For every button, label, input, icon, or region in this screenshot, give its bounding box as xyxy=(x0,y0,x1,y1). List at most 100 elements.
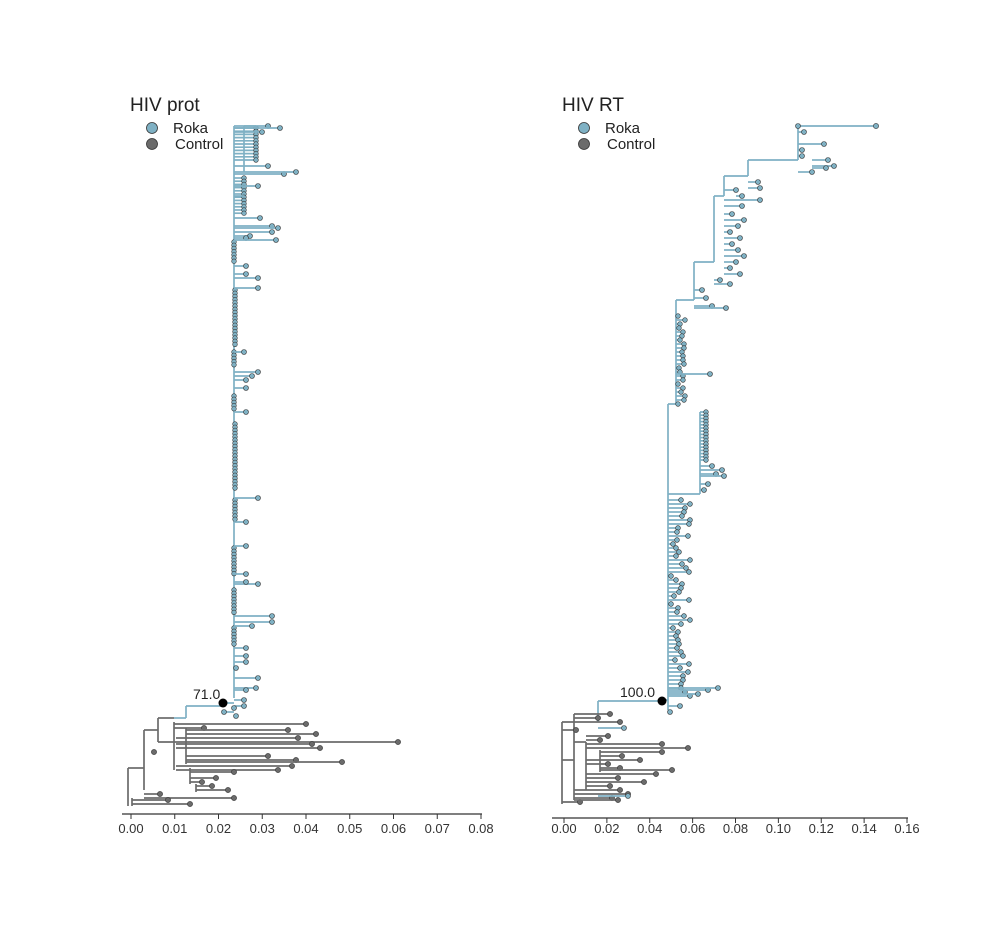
tip-node xyxy=(231,258,237,264)
tip-node xyxy=(269,613,275,619)
panel-title-rt: HIV RT xyxy=(562,95,624,116)
x-tick-label: 0.10 xyxy=(766,821,791,836)
tip-node xyxy=(255,183,261,189)
tip-node xyxy=(705,481,711,487)
tip-node xyxy=(685,745,691,751)
tip-node xyxy=(637,757,643,763)
tip-node xyxy=(735,247,741,253)
x-tick-label: 0.06 xyxy=(680,821,705,836)
tip-node xyxy=(265,753,271,759)
tip-node xyxy=(232,485,238,491)
tip-node xyxy=(735,223,741,229)
tip-node xyxy=(675,401,681,407)
tip-node xyxy=(681,613,687,619)
tip-node xyxy=(253,685,259,691)
tip-node xyxy=(727,229,733,235)
tree-prot xyxy=(127,123,401,807)
tip-node xyxy=(695,691,701,697)
tip-node xyxy=(707,371,713,377)
tip-node xyxy=(674,645,680,651)
tip-node xyxy=(680,377,686,383)
tip-node xyxy=(243,645,249,651)
tip-node xyxy=(285,727,291,733)
legend-swatch-control xyxy=(146,138,158,150)
tip-node xyxy=(685,669,691,675)
legend-prot: Roka Control xyxy=(146,120,223,153)
tip-node xyxy=(243,377,249,383)
tip-node xyxy=(668,573,674,579)
tip-node xyxy=(671,593,677,599)
tip-node xyxy=(199,779,205,785)
tip-node xyxy=(255,285,261,291)
tip-node xyxy=(699,287,705,293)
tip-node xyxy=(243,543,249,549)
tip-node xyxy=(729,241,735,247)
x-axis-rt: 0.00 0.02 0.04 0.06 0.08 0.10 0.12 0.14 0.16 xyxy=(551,817,920,836)
tip-node xyxy=(687,557,693,563)
tip-node xyxy=(831,163,837,169)
legend-label-roka: Roka xyxy=(605,120,641,137)
tip-node xyxy=(615,775,621,781)
tip-node xyxy=(293,169,299,175)
legend-rt: Roka Control xyxy=(578,120,655,153)
tip-node xyxy=(670,541,676,547)
tip-node xyxy=(231,641,237,647)
tip-node xyxy=(232,516,238,522)
x-tick-label: 0.00 xyxy=(551,821,576,836)
tip-node xyxy=(733,259,739,265)
tip-node xyxy=(667,709,673,715)
tip-node xyxy=(255,275,261,281)
tip-node xyxy=(395,739,401,745)
tip-node xyxy=(680,653,686,659)
tip-node xyxy=(701,487,707,493)
x-tick-label: 0.03 xyxy=(250,821,275,836)
tip-node xyxy=(795,123,801,129)
tip-node xyxy=(681,345,687,351)
tip-node xyxy=(729,211,735,217)
tip-node xyxy=(703,457,709,463)
tip-node xyxy=(723,305,729,311)
tip-node xyxy=(670,625,676,631)
legend-swatch-roka xyxy=(578,122,590,134)
tip-node xyxy=(243,653,249,659)
tip-node xyxy=(309,741,315,747)
tip-node xyxy=(677,337,683,343)
support-node-rt xyxy=(657,696,667,706)
tip-node xyxy=(625,793,631,799)
tip-node xyxy=(799,153,805,159)
tip-node xyxy=(249,373,255,379)
tip-node xyxy=(269,229,275,235)
tip-node xyxy=(679,513,685,519)
tip-node xyxy=(709,463,715,469)
tip-node xyxy=(676,325,682,331)
tip-node xyxy=(231,362,237,368)
tip-node xyxy=(241,697,247,703)
tip-node xyxy=(275,767,281,773)
tip-node xyxy=(683,565,689,571)
tip-node xyxy=(243,409,249,415)
x-tick-label: 0.04 xyxy=(293,821,318,836)
tip-node xyxy=(231,769,237,775)
tip-node xyxy=(605,733,611,739)
tip-node xyxy=(255,581,261,587)
x-axis-prot: 0.00 0.01 0.02 0.03 0.04 0.05 0.06 0.07 0.08 xyxy=(118,813,494,836)
tip-node xyxy=(253,157,259,163)
tip-node xyxy=(621,725,627,731)
x-tick-label: 0.00 xyxy=(118,821,143,836)
tip-node xyxy=(739,193,745,199)
tip-node xyxy=(653,771,659,777)
panel-hiv-prot: HIV prot Roka Control 71.0 0.00 0.01 0.02 0… xyxy=(118,95,493,836)
tip-node xyxy=(231,705,237,711)
tip-node xyxy=(739,203,745,209)
tip-node xyxy=(678,621,684,627)
tip-node xyxy=(677,665,683,671)
tip-node xyxy=(821,141,827,147)
panel-title-prot: HIV prot xyxy=(130,95,200,116)
tip-node xyxy=(675,313,681,319)
tip-node xyxy=(313,731,319,737)
tip-node xyxy=(641,779,647,785)
tip-node xyxy=(619,753,625,759)
tip-node xyxy=(801,129,807,135)
tip-node xyxy=(719,467,725,473)
tip-node xyxy=(573,727,579,733)
